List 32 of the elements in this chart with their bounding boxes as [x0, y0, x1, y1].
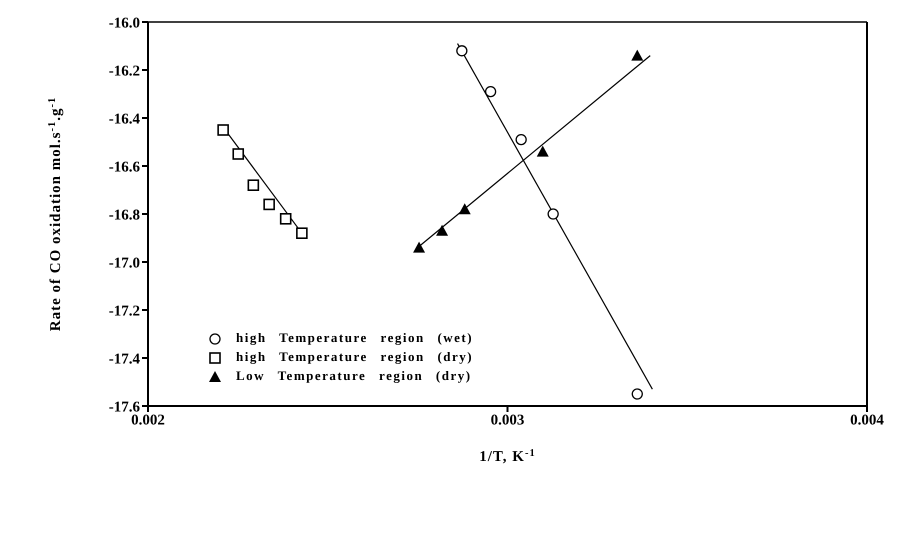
point: [263, 198, 275, 210]
y-tick-label: -17.0: [108, 255, 140, 272]
point: [536, 146, 549, 157]
point: [280, 213, 292, 225]
y-tick-label: -16.0: [108, 15, 140, 32]
x-tick-label: 0.003: [490, 412, 524, 429]
point: [436, 224, 448, 236]
point: [484, 86, 496, 98]
point: [232, 148, 244, 160]
point: [548, 208, 559, 220]
point: [632, 388, 643, 400]
point: [516, 134, 527, 146]
point: [217, 124, 229, 136]
y-tick-label: -17.4: [108, 351, 140, 368]
point: [631, 50, 644, 61]
legend-label: Low Temperature region (dry): [236, 368, 472, 383]
point: [296, 227, 308, 239]
point: [248, 179, 260, 191]
y-tick-label: -16.6: [108, 159, 140, 176]
y-tick-label: -16.2: [108, 63, 140, 80]
y-tick-label: -16.4: [108, 111, 140, 128]
point: [413, 242, 426, 253]
x-tick-label: 0.004: [850, 412, 884, 429]
legend-label: high Temperature region (dry): [236, 349, 474, 364]
y-tick-label: -16.8: [108, 207, 140, 224]
y-tick-label: -17.2: [108, 303, 140, 320]
y-tick-label: -17.6: [108, 399, 140, 416]
x-axis-title: 1/T, K$^{-1}$: [479, 448, 536, 465]
x-tick-label: 0.002: [131, 412, 165, 429]
point: [458, 203, 471, 214]
point: [456, 45, 468, 56]
legend-label: high Temperature region (wet): [236, 330, 474, 345]
